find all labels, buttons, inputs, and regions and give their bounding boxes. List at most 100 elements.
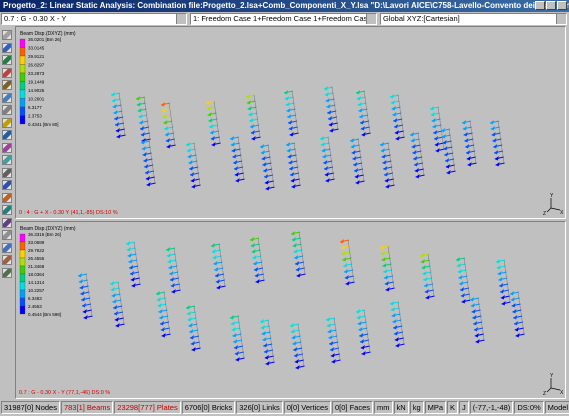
arrow-head [126, 241, 130, 246]
tool-button[interactable] [2, 205, 12, 215]
arrow-head [114, 116, 119, 121]
status-cell: Model [544, 401, 569, 414]
legend-swatch [19, 297, 26, 307]
arrow-head [358, 108, 363, 113]
arrow-head [325, 178, 330, 183]
tool-button[interactable] [2, 230, 12, 240]
tool-button[interactable] [2, 267, 12, 278]
arrow-head [456, 257, 460, 262]
axis-line [550, 387, 561, 391]
legend-value: 0.4544 [Bm 598] [28, 312, 61, 317]
arrow-head [131, 283, 136, 288]
arrow-head [498, 277, 503, 282]
arrow-head [250, 243, 255, 248]
arrow-head [265, 361, 270, 366]
legend-swatch [19, 281, 26, 291]
minimize-button[interactable] [535, 1, 545, 10]
arrow-head [459, 281, 464, 286]
arrow-head [323, 160, 328, 165]
tool-button[interactable] [2, 255, 12, 265]
arrow-head [292, 341, 297, 346]
arrow-head [500, 295, 505, 300]
arrow-head [284, 90, 288, 95]
tool-button[interactable] [2, 192, 12, 203]
close-button[interactable] [557, 1, 567, 10]
legend-swatch [19, 249, 26, 259]
member-line [357, 138, 365, 182]
arrow-head [114, 311, 118, 316]
arrow-head [165, 132, 169, 137]
arrow-head [380, 142, 384, 147]
arrow-head [232, 154, 237, 159]
arrow-head [456, 263, 461, 268]
legend-swatch [19, 47, 26, 57]
viewport[interactable]: Beam Disp.(DXYZ) (mm) 36.3316 [Bm 26] 33.0… [15, 221, 566, 399]
arrow-head [191, 347, 196, 352]
axis-label: X [560, 390, 564, 396]
arrow-head [171, 289, 176, 294]
viewport[interactable]: Beam Disp.(DXYZ) (mm) 36.0201 [Bm 26] 33.0… [15, 26, 566, 219]
legend-swatch [19, 115, 26, 125]
tool-button[interactable] [2, 42, 12, 53]
arrow-head [130, 277, 135, 282]
tool-button[interactable] [2, 67, 12, 78]
tool-button[interactable] [2, 180, 12, 190]
member-line [291, 90, 299, 134]
tool-button[interactable] [2, 155, 12, 165]
tool-button[interactable] [2, 167, 12, 178]
arrow-head [145, 170, 149, 175]
arrow-head [116, 134, 121, 139]
arrow-head [253, 261, 258, 266]
tool-button[interactable] [2, 55, 12, 65]
arrow-head [162, 114, 167, 119]
arrow-head [514, 327, 519, 332]
arrow-head [467, 162, 472, 167]
arrow-head [126, 247, 131, 252]
arrow-head [497, 271, 502, 276]
arrow-head [462, 126, 467, 131]
tool-button[interactable] [2, 117, 12, 128]
arrow-head [250, 124, 254, 129]
tool-button[interactable] [2, 105, 12, 115]
tool-button[interactable] [2, 142, 12, 153]
arrow-head [167, 259, 172, 264]
combination-dropdown[interactable]: 0.7 : G - 0.30 X - Y [1, 13, 187, 25]
tool-button[interactable] [2, 80, 12, 90]
arrow-head [343, 263, 348, 268]
arrow-head [234, 351, 239, 356]
arrow-head [190, 341, 195, 346]
arrow-head [424, 289, 429, 294]
arrow-head [251, 136, 256, 141]
arrow-head [515, 333, 520, 338]
legend-value: 2.4553 [28, 304, 42, 309]
coordinate-system-dropdown[interactable]: Global XYZ:[Cartesian] [380, 13, 567, 25]
legend-value: 6.3483 [28, 296, 42, 301]
arrow-head [156, 291, 160, 296]
arrow-head [295, 261, 299, 266]
arrow-head [394, 331, 398, 336]
arrow-head [112, 104, 117, 109]
arrow-head [510, 291, 514, 296]
arrow-head [78, 279, 83, 284]
arrow-head [499, 283, 504, 288]
arrow-head [353, 162, 358, 167]
arrow-head [324, 172, 329, 177]
arrow-head [81, 297, 86, 302]
maximize-button[interactable] [546, 1, 556, 10]
member-line [118, 92, 126, 136]
arrow-head [494, 150, 498, 155]
arrow-head [230, 321, 235, 326]
tool-button[interactable] [2, 92, 12, 103]
freedom-case-dropdown[interactable]: 1: Freedom Case 1+Freedom Case 1+Freedom… [190, 13, 377, 25]
tool-button[interactable] [2, 217, 12, 228]
arrow-head [141, 146, 146, 151]
tool-button[interactable] [2, 30, 12, 40]
arrow-head [472, 315, 477, 320]
arrow-head [325, 98, 330, 103]
arrow-head [514, 321, 518, 326]
tool-button[interactable] [2, 242, 12, 253]
arrow-head [254, 267, 258, 272]
viewport-status: 0 : 4 : G + X - 0.30 Y (41,1,-85) DS:10 … [19, 210, 118, 216]
arrow-head [356, 309, 360, 314]
tool-button[interactable] [2, 130, 12, 140]
